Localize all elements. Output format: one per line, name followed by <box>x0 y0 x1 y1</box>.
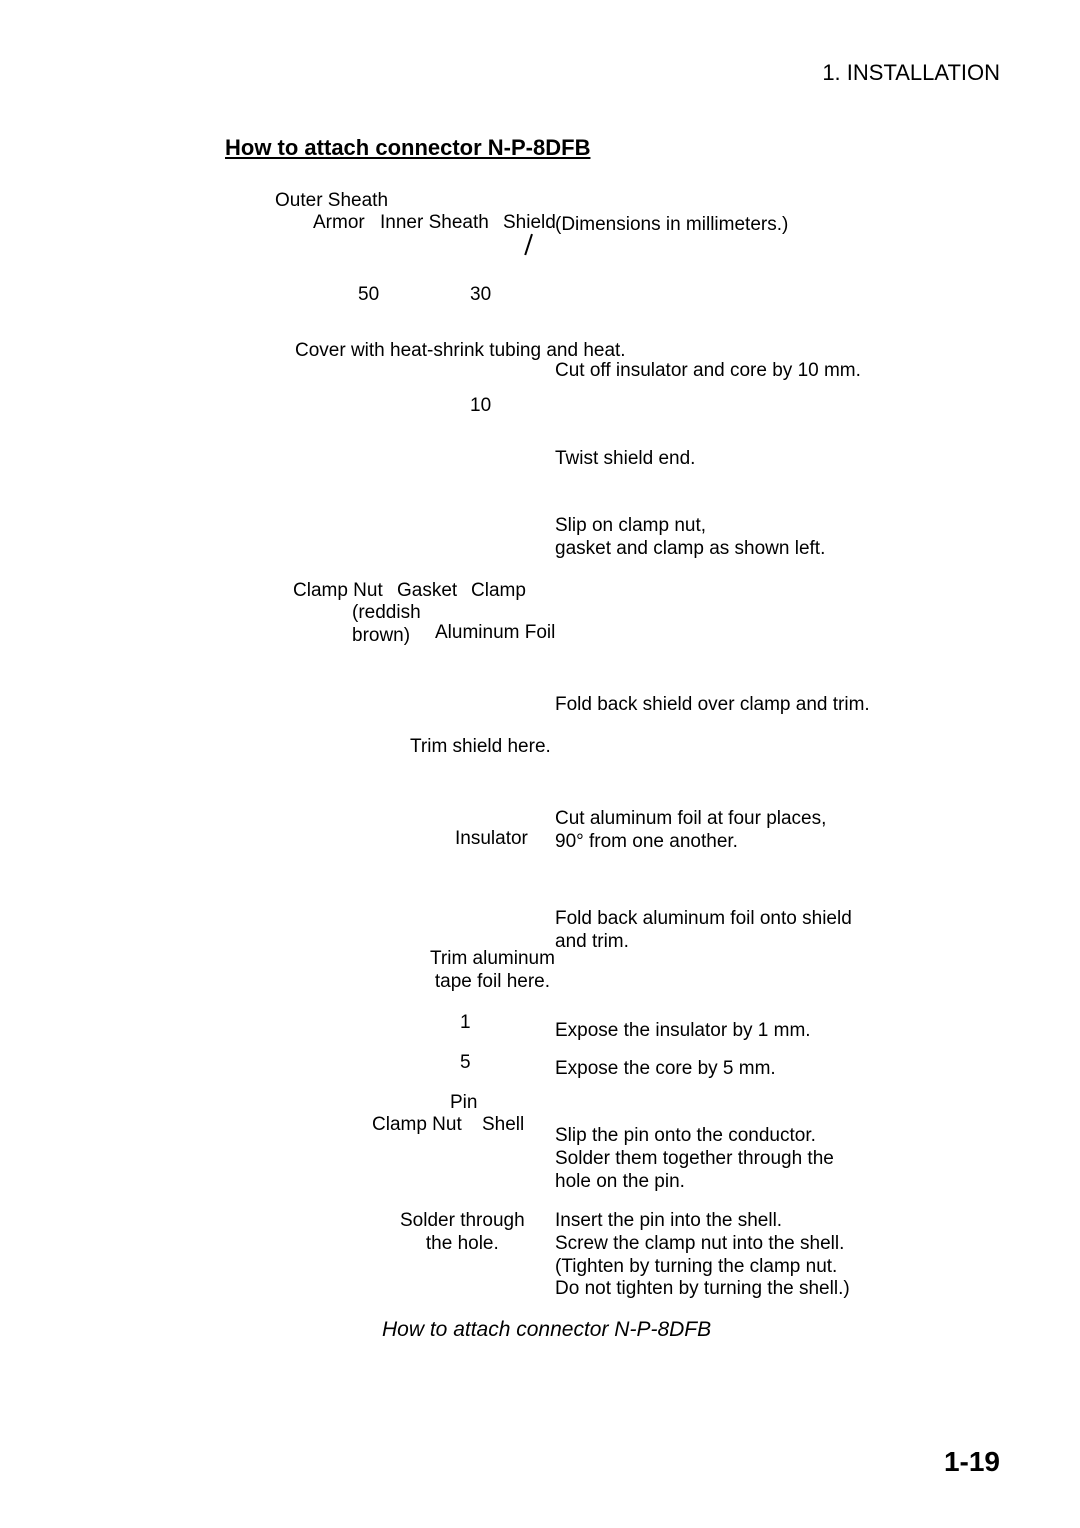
label-outer-sheath: Outer Sheath <box>275 190 388 213</box>
label-shell: Shell <box>482 1114 524 1137</box>
label-dim-5: 5 <box>460 1052 471 1075</box>
label-dim-50: 50 <box>358 284 379 307</box>
label-gasket-color: (reddish brown) <box>352 602 421 648</box>
label-fold-shield: Fold back shield over clamp and trim. <box>555 694 985 717</box>
label-trim-aluminum-here: Trim aluminum tape foil here. <box>430 948 555 994</box>
label-slip-pin: Slip the pin onto the conductor. Solder … <box>555 1125 985 1193</box>
label-dim-10: 10 <box>470 395 491 418</box>
page-number: 1-19 <box>944 1446 1000 1478</box>
label-pin: Pin <box>450 1092 477 1115</box>
label-aluminum-foil: Aluminum Foil <box>435 622 555 645</box>
label-inner-sheath: Inner Sheath <box>380 212 489 235</box>
label-cut-10mm: Cut off insulator and core by 10 mm. <box>555 360 985 383</box>
label-armor: Armor <box>313 212 365 235</box>
page: 1. INSTALLATION How to attach connector … <box>0 0 1080 1528</box>
label-clamp-nut-2: Clamp Nut <box>372 1114 462 1137</box>
label-dim-30: 30 <box>470 284 491 307</box>
label-cut-aluminum: Cut aluminum foil at four places, 90° fr… <box>555 808 985 854</box>
label-gasket: Gasket <box>397 580 457 603</box>
label-dimensions-note: (Dimensions in millimeters.) <box>555 214 985 237</box>
label-clamp-nut: Clamp Nut <box>293 580 383 603</box>
label-slip-clamp: Slip on clamp nut, gasket and clamp as s… <box>555 515 985 561</box>
label-solder-through-hole: Solder through the hole. <box>400 1210 525 1256</box>
figure-caption: How to attach connector N-P-8DFB <box>382 1318 711 1342</box>
label-fold-aluminum: Fold back aluminum foil onto shield and … <box>555 908 985 954</box>
label-expose-1mm: Expose the insulator by 1 mm. <box>555 1020 985 1043</box>
label-shield: Shield <box>503 212 556 235</box>
label-dim-1: 1 <box>460 1012 471 1035</box>
label-trim-shield-here: Trim shield here. <box>410 736 551 759</box>
label-insert-pin: Insert the pin into the shell. Screw the… <box>555 1210 985 1301</box>
section-title: How to attach connector N-P-8DFB <box>225 135 590 161</box>
label-expose-5mm: Expose the core by 5 mm. <box>555 1058 985 1081</box>
shield-tick-icon <box>520 234 542 256</box>
label-twist-shield: Twist shield end. <box>555 448 985 471</box>
header-section: 1. INSTALLATION <box>822 60 1000 86</box>
label-clamp: Clamp <box>471 580 526 603</box>
label-insulator: Insulator <box>455 828 528 851</box>
